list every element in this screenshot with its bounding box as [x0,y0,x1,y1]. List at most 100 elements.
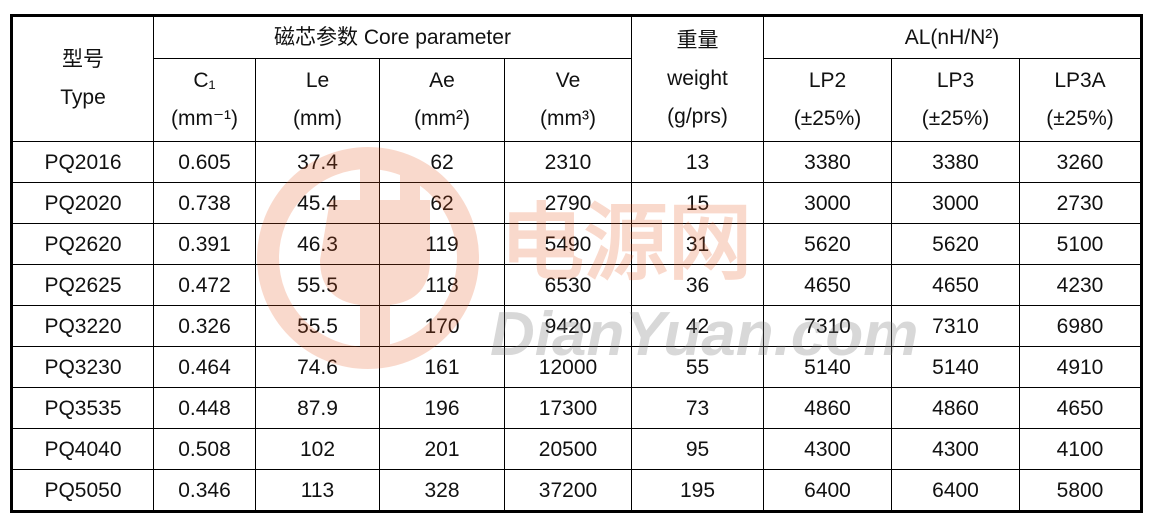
value-cell: 5100 [1019,223,1142,265]
header-row: 型号 Type 磁芯参数 Core parameter 重量 weight (g/prs)… [11,15,1142,142]
model-cell: PQ3535 [11,387,154,429]
value-cell: 13 [631,141,764,183]
header-text: 型号 [62,48,104,71]
value-cell: 170 [379,305,505,347]
column-header: LP3A (±25%) [1019,58,1142,142]
value-cell: 6980 [1019,305,1142,347]
value-cell: 15 [631,182,764,224]
value-cell: 5620 [763,223,892,265]
value-cell: 20500 [504,428,632,470]
value-cell: 0.346 [153,469,256,512]
data-row: PQ2620 0.391 46.3 119 5490 31 5620 5620 5100 [11,223,1142,265]
model-cell: PQ3220 [11,305,154,347]
value-cell: 119 [379,223,505,265]
data-row: PQ5050 0.346 113 328 37200 195 6400 6400 5800 [11,469,1142,512]
value-cell: 87.9 [255,387,380,429]
data-row: PQ3220 0.326 55.5 170 9420 42 7310 7310 6980 [11,305,1142,347]
value-cell: 0.508 [153,428,256,470]
header-text: (mm³) [540,107,596,130]
value-cell: 0.472 [153,264,256,306]
header-text: (mm⁻¹) [170,107,239,130]
model-cell: PQ5050 [11,469,154,512]
value-cell: 5490 [504,223,632,265]
header-text: LP3 [936,69,975,92]
weight-header: 重量 weight (g/prs) [631,15,764,142]
value-cell: 9420 [504,305,632,347]
group-header: AL(nH/N²) [763,15,1142,59]
value-cell: 45.4 [255,182,380,224]
value-cell: 5620 [891,223,1020,265]
value-cell: 6400 [763,469,892,512]
model-cell: PQ2016 [11,141,154,183]
value-cell: 62 [379,182,505,224]
header-text: (±25%) [921,107,990,130]
value-cell: 4230 [1019,264,1142,306]
value-cell: 55.5 [255,305,380,347]
model-cell: PQ4040 [11,428,154,470]
column-header: Ve (mm³) [504,58,632,142]
column-header: Le (mm) [255,58,380,142]
model-cell: PQ2620 [11,223,154,265]
value-cell: 113 [255,469,380,512]
header-text: (±25%) [1046,107,1114,130]
value-cell: 73 [631,387,764,429]
value-cell: 36 [631,264,764,306]
value-cell: 0.448 [153,387,256,429]
column-header: Ae (mm²) [379,58,505,142]
value-cell: 0.326 [153,305,256,347]
value-cell: 2310 [504,141,632,183]
value-cell: 4860 [763,387,892,429]
header-text: LP2 [808,69,847,92]
value-cell: 161 [379,346,505,388]
value-cell: 17300 [504,387,632,429]
column-header: C₁ (mm⁻¹) [153,58,256,142]
header-row: C₁ (mm⁻¹) Le (mm) Ae (mm²) Ve (mm³) LP2 (±25%) LP3… [12,58,1142,142]
value-cell: 3260 [1019,141,1142,183]
data-row: PQ3230 0.464 74.6 161 12000 55 5140 5140 4910 [11,346,1142,388]
value-cell: 3380 [891,141,1020,183]
value-cell: 42 [631,305,764,347]
value-cell: 4100 [1019,428,1142,470]
data-row: PQ2625 0.472 55.5 118 6530 36 4650 4650 4230 [11,264,1142,306]
header-text: LP3A [1054,69,1106,92]
header-text: (g/prs) [667,105,728,128]
value-cell: 0.464 [153,346,256,388]
header-text: C₁ [193,69,216,92]
header-text: Type [60,86,106,109]
value-cell: 4650 [891,264,1020,306]
value-cell: 0.738 [153,182,256,224]
model-cell: PQ2020 [11,182,154,224]
group-header: 磁芯参数 Core parameter [153,15,632,59]
data-row: PQ4040 0.508 102 201 20500 95 4300 4300 4100 [11,428,1142,470]
value-cell: 201 [379,428,505,470]
value-cell: 2790 [504,182,632,224]
header-text: weight [667,67,728,90]
value-cell: 12000 [504,346,632,388]
value-cell: 4650 [763,264,892,306]
value-cell: 0.391 [153,223,256,265]
value-cell: 31 [631,223,764,265]
header-text: (mm) [293,107,342,130]
value-cell: 6530 [504,264,632,306]
header-text: (±25%) [793,107,862,130]
value-cell: 4650 [1019,387,1142,429]
value-cell: 195 [631,469,764,512]
column-header: LP3 (±25%) [891,58,1020,142]
value-cell: 74.6 [255,346,380,388]
value-cell: 55 [631,346,764,388]
value-cell: 5140 [763,346,892,388]
value-cell: 7310 [891,305,1020,347]
header-text: (mm²) [414,107,470,130]
value-cell: 3000 [763,182,892,224]
value-cell: 4860 [891,387,1020,429]
value-cell: 5800 [1019,469,1142,512]
value-cell: 328 [379,469,505,512]
value-cell: 4910 [1019,346,1142,388]
value-cell: 3000 [891,182,1020,224]
value-cell: 4300 [891,428,1020,470]
header-text: Le [305,69,330,92]
value-cell: 102 [255,428,380,470]
column-header: LP2 (±25%) [763,58,892,142]
value-cell: 4300 [763,428,892,470]
value-cell: 37200 [504,469,632,512]
